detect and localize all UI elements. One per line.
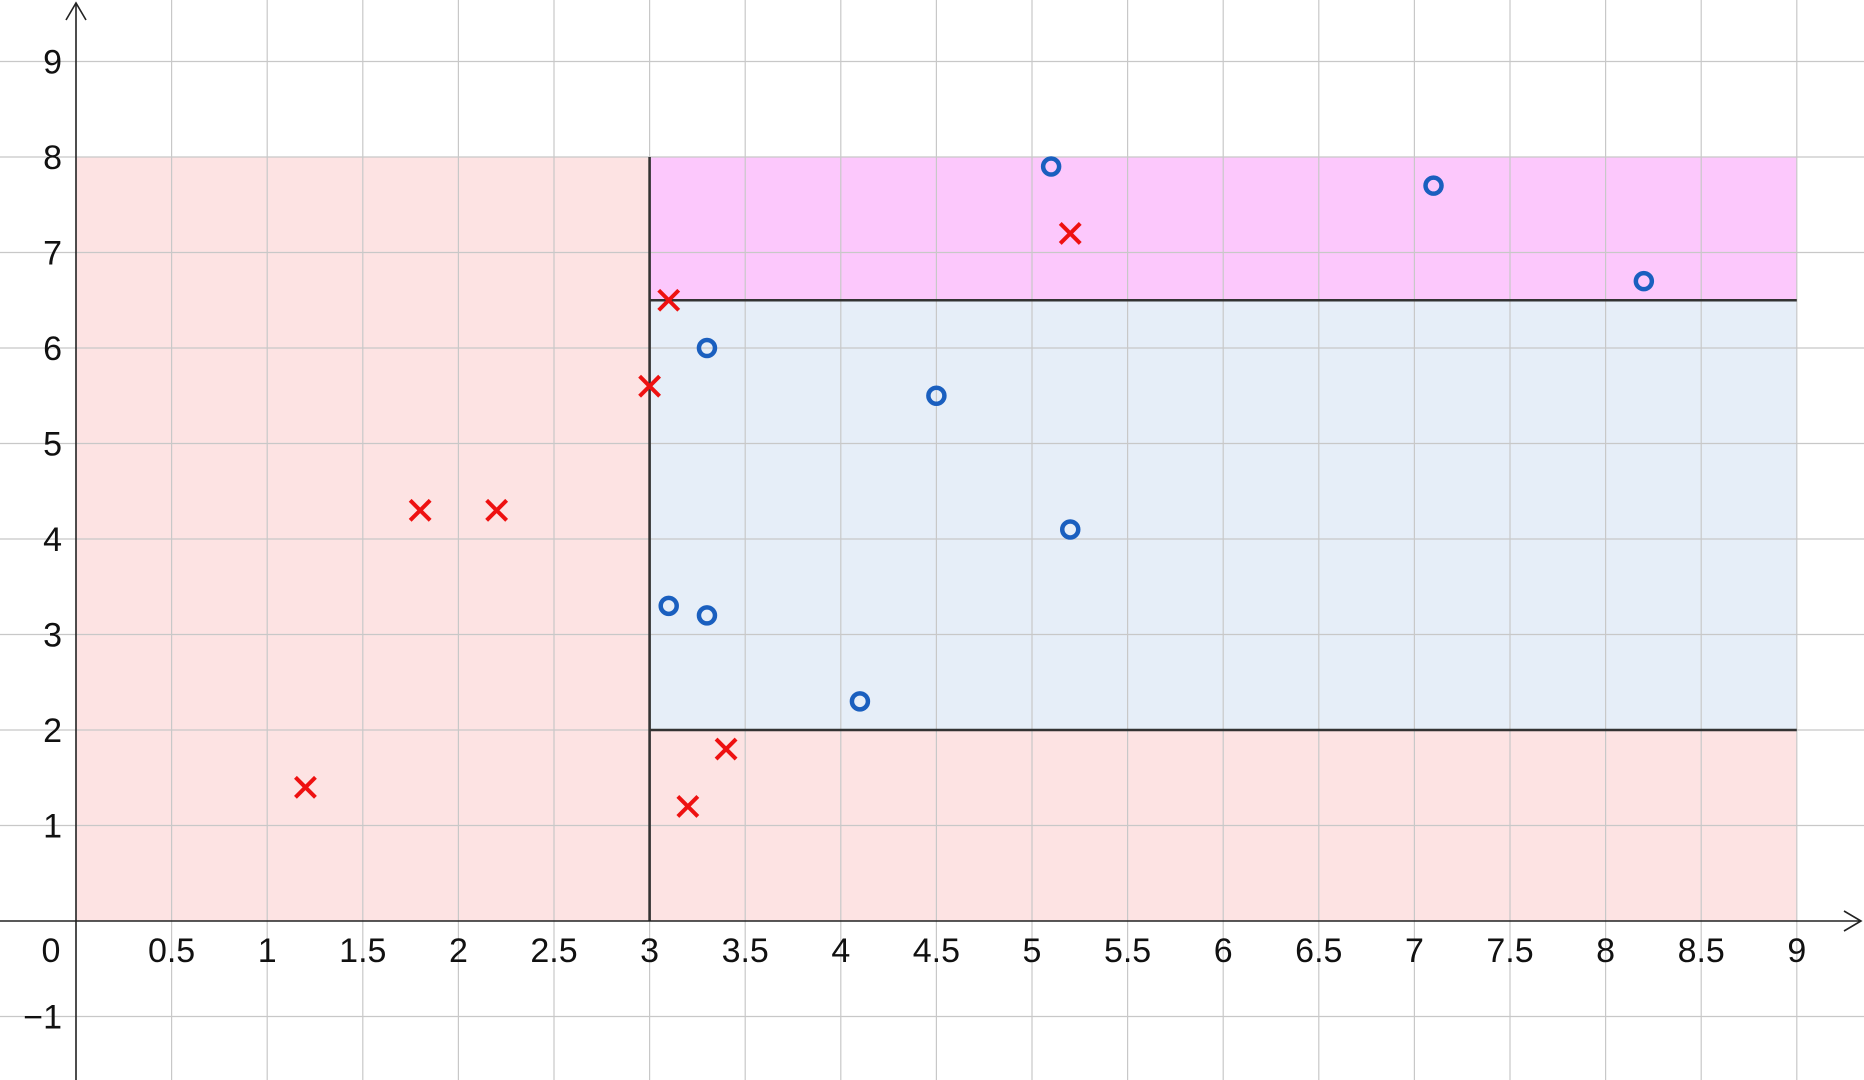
x-tick-label: 1.5 [339,932,386,970]
blue-circle-point [1059,519,1081,540]
x-tick-label: 7 [1405,932,1424,970]
y-tick-label: 1 [43,808,62,846]
decision-boundaries [648,157,1797,921]
y-tick-label: 3 [43,617,62,655]
blue-circle-point [658,595,679,617]
blue-circle-point [1040,156,1062,177]
x-tick-label: 6.5 [1295,932,1342,970]
y-tick-label: 7 [43,235,62,273]
red-cross-point [485,498,509,522]
x-tick-label: 5 [1023,932,1042,970]
x-tick-label: 5.5 [1104,932,1151,970]
x-tick-label: 4.5 [913,932,960,970]
y-tick-label: −1 [23,999,62,1037]
x-tick-label: 8 [1596,932,1615,970]
x-tick-label: 0.5 [148,932,195,970]
y-tick-label: 2 [43,712,62,750]
data-points [294,156,1655,818]
blue-circle-point [1423,175,1444,196]
x-tick-label: 2 [449,932,468,970]
x-tick-label: 1 [258,932,277,970]
red-cross-point [294,775,317,799]
blue-circle-point [696,605,718,626]
x-tick-label: 3 [640,932,659,970]
blue-circle-point [926,385,947,406]
x-tick-label: 6 [1214,932,1233,970]
x-tick-label: 2.5 [530,932,577,970]
blue-circle-point [696,337,718,359]
y-tick-label: 9 [43,44,62,82]
red-cross-point [676,794,700,818]
blue-circle-point [1633,270,1655,292]
red-cross-point [714,737,738,761]
tick-labels: 0 0.5 1 1.5 2 2.5 3 3.5 4 4.5 5 5.5 6 6.5 7 7.5 8 8.5 9 −1 1… [23,44,1806,1037]
x-tick-label: 3.5 [722,932,769,970]
red-cross-point [408,498,432,522]
x-tick-label: 0 [42,932,61,970]
y-tick-label: 8 [43,139,62,177]
x-tick-label: 4 [831,932,850,970]
red-cross-point [657,288,681,312]
red-cross-point [638,374,662,398]
x-tick-label: 7.5 [1486,932,1533,970]
x-tick-label: 9 [1787,932,1806,970]
y-tick-label: 4 [43,521,62,559]
y-tick-label: 5 [43,426,62,464]
x-axis-arrow [1843,910,1863,932]
blue-circle-point [849,691,871,712]
red-cross-point [1058,221,1082,245]
y-tick-label: 6 [43,330,62,368]
x-tick-label: 8.5 [1678,932,1725,970]
y-axis-arrow [65,1,87,21]
